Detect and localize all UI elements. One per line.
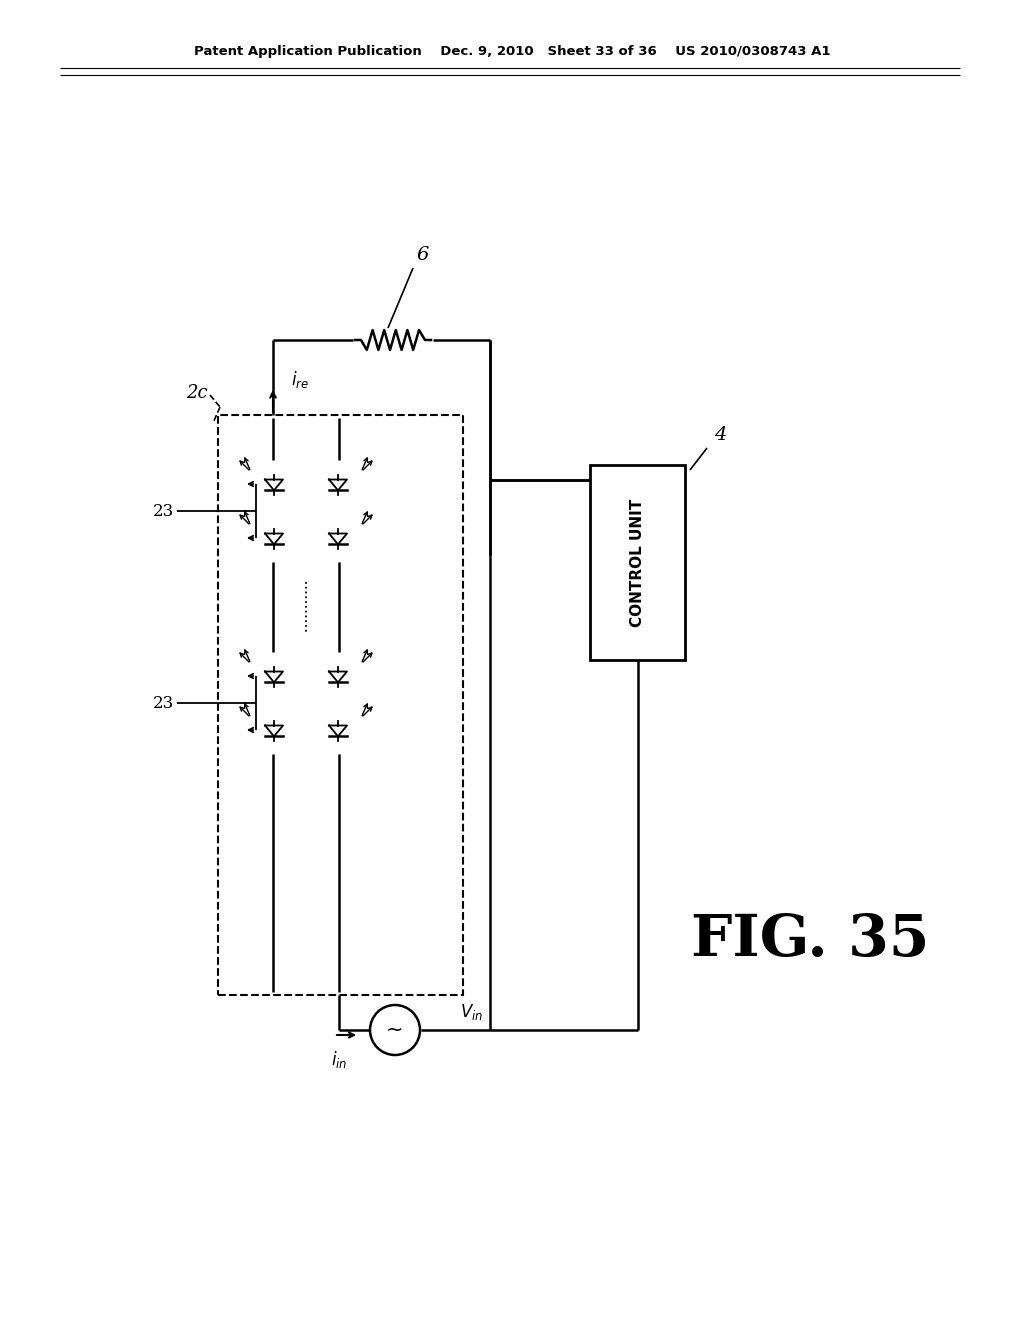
Text: ~: ~ — [386, 1020, 403, 1040]
Text: 2c: 2c — [186, 384, 208, 403]
Text: 23: 23 — [153, 503, 174, 520]
Bar — [248, 513, 300, 562]
Bar — [590, 465, 685, 660]
Text: $i_{in}$: $i_{in}$ — [331, 1049, 347, 1071]
Bar — [312, 706, 364, 754]
Text: CONTROL UNIT: CONTROL UNIT — [630, 499, 645, 627]
Bar — [248, 459, 300, 508]
Bar — [312, 459, 364, 508]
Text: 6: 6 — [417, 246, 429, 264]
Text: $V_{in}$: $V_{in}$ — [460, 1002, 483, 1022]
Bar — [248, 652, 300, 700]
Bar — [312, 652, 364, 700]
Text: 4: 4 — [714, 426, 726, 444]
Bar — [248, 706, 300, 754]
Text: $i_{re}$: $i_{re}$ — [291, 370, 309, 391]
Text: 23: 23 — [153, 694, 174, 711]
Bar — [312, 513, 364, 562]
Text: Patent Application Publication    Dec. 9, 2010   Sheet 33 of 36    US 2010/03087: Patent Application Publication Dec. 9, 2… — [194, 45, 830, 58]
Text: FIG. 35: FIG. 35 — [691, 912, 929, 968]
Bar — [218, 414, 463, 995]
